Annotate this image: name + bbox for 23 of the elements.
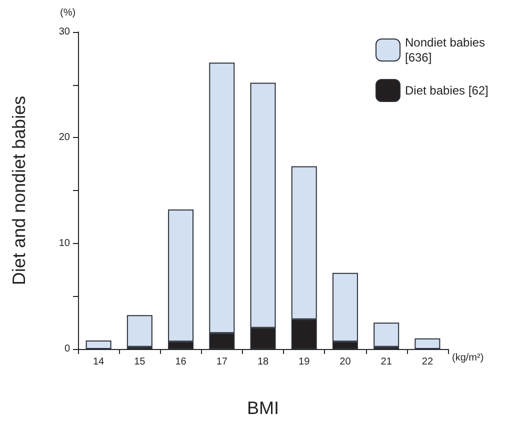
y-tick-label: 10 xyxy=(58,238,70,249)
legend-label: Diet babies [62] xyxy=(405,84,488,98)
legend-label: Nondiet babies [636] xyxy=(405,36,488,64)
y-tick-label: 30 xyxy=(58,26,70,38)
x-tick-label: 22 xyxy=(422,356,434,368)
x-tick-label: 16 xyxy=(175,356,187,368)
x-tick-label: 19 xyxy=(298,356,310,368)
x-tick-label: 14 xyxy=(92,356,105,368)
x-tick-label: 17 xyxy=(216,356,228,368)
bar xyxy=(374,322,400,347)
x-tick-label: 21 xyxy=(380,356,392,368)
x-tick-label: 20 xyxy=(340,356,352,368)
y-axis-title: Diet and nondiet babies xyxy=(9,96,29,286)
y-tick-label: 0 xyxy=(64,344,70,354)
bar xyxy=(126,315,152,347)
text: (kg/m²) xyxy=(452,352,484,364)
bar xyxy=(414,338,440,349)
text: (%) xyxy=(60,8,76,18)
x-axis-title: BMI xyxy=(246,398,280,418)
x-tick-label: 18 xyxy=(257,356,269,368)
bar xyxy=(86,340,112,349)
x-tick-label: 15 xyxy=(134,356,146,368)
y-tick-label: 20 xyxy=(58,132,70,144)
